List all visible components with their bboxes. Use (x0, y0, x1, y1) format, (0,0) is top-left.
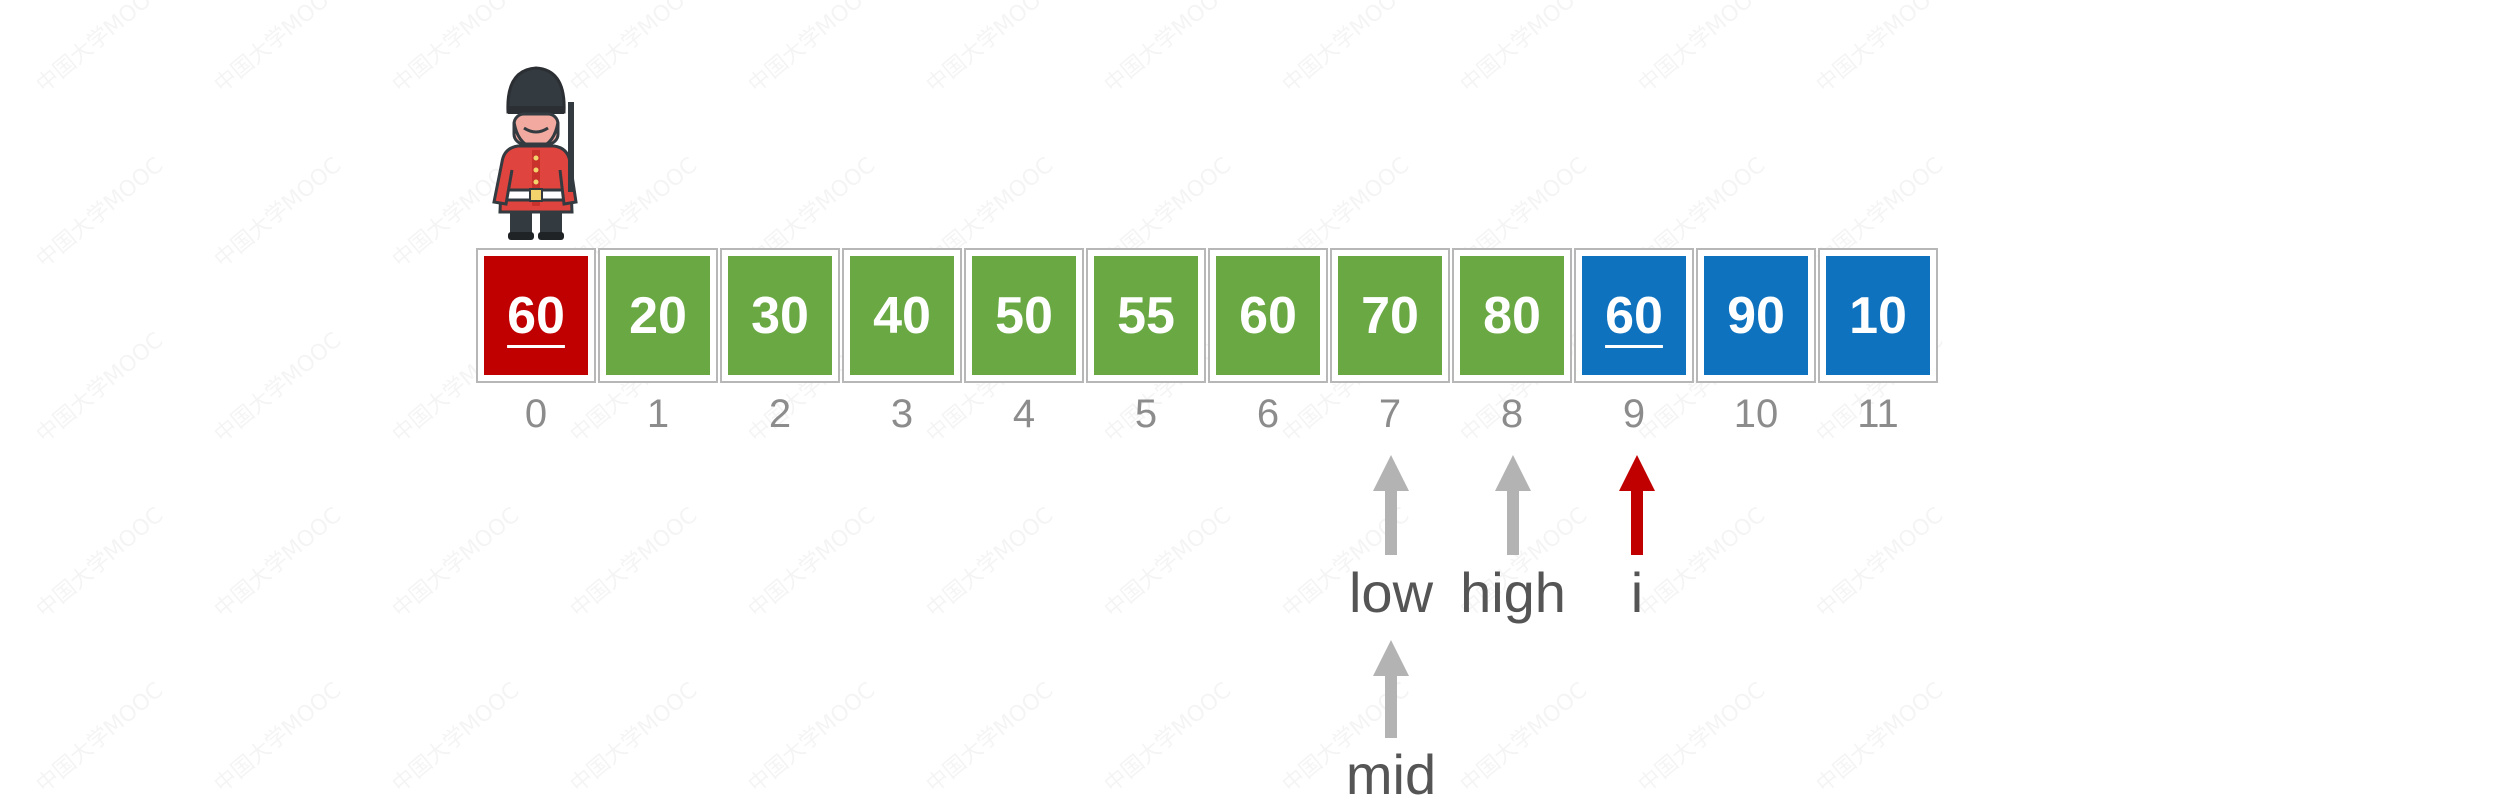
i-label: i (1630, 561, 1644, 624)
watermark-text: 中国大学MOOC (1808, 0, 1949, 99)
array-cell-fill: 10 (1826, 256, 1930, 375)
array-cell-fill: 20 (606, 256, 710, 375)
array-cell: 80 (1452, 248, 1572, 383)
array-cell-value: 40 (873, 286, 931, 345)
array-cell-value: 30 (751, 286, 809, 345)
high-label: high (1460, 561, 1566, 624)
watermark-text: 中国大学MOOC (918, 498, 1059, 623)
array-cell-value: 90 (1727, 286, 1785, 345)
array-cell-value: 80 (1483, 286, 1541, 345)
watermark-text: 中国大学MOOC (206, 0, 347, 99)
watermark-text: 中国大学MOOC (562, 673, 703, 798)
watermark-text: 中国大学MOOC (918, 673, 1059, 798)
watermark-text: 中国大学MOOC (1808, 673, 1949, 798)
mid-arrow (1373, 640, 1409, 738)
array-cell: 30 (720, 248, 840, 383)
array-cell-fill: 40 (850, 256, 954, 375)
array-index-label: 0 (524, 392, 548, 436)
array-cell-value: 20 (629, 286, 687, 345)
array-cell-fill: 30 (728, 256, 832, 375)
array-cell-value: 60 (1605, 286, 1663, 345)
watermark-text: 中国大学MOOC (1096, 0, 1237, 99)
watermark-text: 中国大学MOOC (1808, 498, 1949, 623)
watermark-text: 中国大学MOOC (740, 498, 881, 623)
array-cell-fill: 50 (972, 256, 1076, 375)
array-cell-value: 55 (1117, 286, 1175, 345)
array-cell: 50 (964, 248, 1084, 383)
watermark-text: 中国大学MOOC (28, 323, 169, 448)
array-cell-value: 60 (507, 286, 565, 345)
watermark-text: 中国大学MOOC (206, 148, 347, 273)
array-index-label: 6 (1256, 392, 1280, 436)
watermark-text: 中国大学MOOC (1452, 673, 1593, 798)
array-index-label: 9 (1622, 392, 1646, 436)
watermark-text: 中国大学MOOC (740, 673, 881, 798)
low-arrow (1373, 455, 1409, 555)
low-label: low (1348, 561, 1434, 624)
i-arrow (1619, 455, 1655, 555)
array-cell-fill: 80 (1460, 256, 1564, 375)
watermark-text: 中国大学MOOC (384, 498, 525, 623)
array-cell: 60 (1208, 248, 1328, 383)
array-cell: 55 (1086, 248, 1206, 383)
watermark-text: 中国大学MOOC (740, 0, 881, 99)
array-index-label: 10 (1733, 392, 1779, 436)
array-cell: 70 (1330, 248, 1450, 383)
watermark-text: 中国大学MOOC (28, 148, 169, 273)
array-cell-fill: 60 (1216, 256, 1320, 375)
array-cell-value: 10 (1849, 286, 1907, 345)
array-index-label: 4 (1012, 392, 1036, 436)
array-cell: 90 (1696, 248, 1816, 383)
watermark-text: 中国大学MOOC (206, 323, 347, 448)
watermark-text: 中国大学MOOC (28, 498, 169, 623)
array-cell: 10 (1818, 248, 1938, 383)
array-cell: 40 (842, 248, 962, 383)
array-cell-fill: 60 (1582, 256, 1686, 375)
array-index-label: 2 (768, 392, 792, 436)
array-index-label: 7 (1378, 392, 1402, 436)
guard-soldier-icon (492, 66, 578, 240)
watermark-text: 中国大学MOOC (28, 673, 169, 798)
array-cell-value: 60 (1239, 286, 1297, 345)
array-index-label: 11 (1857, 392, 1899, 436)
array-cell-fill: 90 (1704, 256, 1808, 375)
watermark-text: 中国大学MOOC (384, 673, 525, 798)
array-index-label: 3 (890, 392, 914, 436)
array-cell: 60 (476, 248, 596, 383)
array-cell-value: 50 (995, 286, 1053, 345)
watermark-text: 中国大学MOOC (918, 0, 1059, 99)
watermark-text: 中国大学MOOC (1096, 498, 1237, 623)
watermark-text: 中国大学MOOC (206, 673, 347, 798)
array-index-label: 1 (646, 392, 670, 436)
watermark-text: 中国大学MOOC (1452, 0, 1593, 99)
watermark-text: 中国大学MOOC (1630, 0, 1771, 99)
array-index-label: 5 (1134, 392, 1158, 436)
array-cell-fill: 70 (1338, 256, 1442, 375)
high-arrow (1495, 455, 1531, 555)
array-index-label: 8 (1500, 392, 1524, 436)
array-cell: 60 (1574, 248, 1694, 383)
watermark-text: 中国大学MOOC (1274, 0, 1415, 99)
array-cell-fill: 55 (1094, 256, 1198, 375)
watermark-text: 中国大学MOOC (1096, 673, 1237, 798)
array-cell: 20 (598, 248, 718, 383)
array-cell-fill: 60 (484, 256, 588, 375)
watermark-text: 中国大学MOOC (28, 0, 169, 99)
mid-label: mid (1345, 743, 1437, 806)
array-cell-value: 70 (1361, 286, 1419, 345)
watermark-text: 中国大学MOOC (1630, 673, 1771, 798)
watermark-text: 中国大学MOOC (562, 498, 703, 623)
watermark-text: 中国大学MOOC (206, 498, 347, 623)
